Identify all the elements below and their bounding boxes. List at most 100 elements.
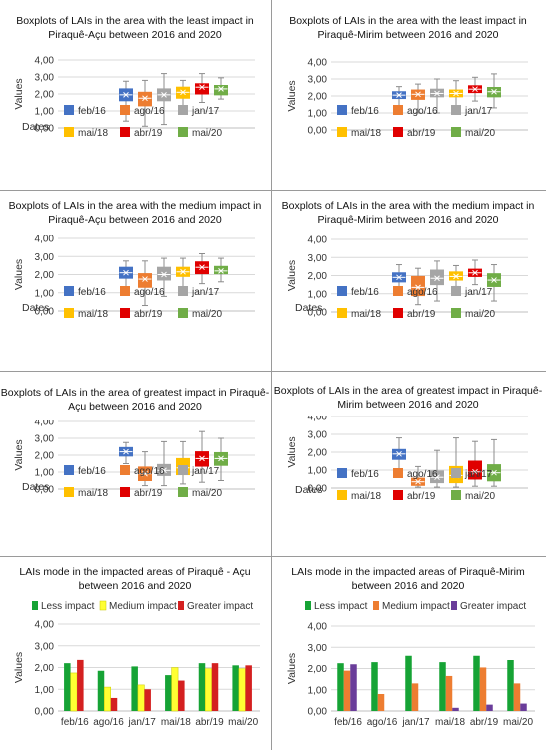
legend-swatch: [305, 601, 311, 610]
bar-medium-impact: [479, 667, 487, 711]
mean-marker: [415, 284, 421, 291]
y-tick-label: 0,00: [35, 307, 55, 318]
bar-greater-impact: [520, 703, 527, 711]
mean-marker: [453, 90, 459, 97]
mean-marker: [142, 95, 148, 102]
legend-swatch: [451, 308, 461, 318]
box-body: [157, 266, 171, 281]
box-ago-16: [138, 260, 152, 307]
chart-svg: 0,00 1,00 2,00 3,00 4,00 Values Dates feb/16 ago…: [286, 235, 528, 320]
mean-marker: [199, 264, 205, 271]
box-mai-18: [176, 257, 190, 290]
bar-medium-impact: [411, 683, 419, 711]
x-tick-label: feb/16: [334, 717, 362, 728]
mean-marker: [396, 274, 402, 281]
mean-marker: [396, 92, 402, 99]
chart-title: Boxplots of LAIs in the area with the le…: [289, 15, 527, 41]
box-abr-19: [195, 253, 209, 285]
mean-marker: [491, 277, 497, 283]
legend-label: ago/16: [407, 287, 438, 298]
mean-marker: [180, 268, 186, 275]
legend-label: Greater impact: [187, 601, 253, 612]
y-tick-label: 0,00: [308, 707, 328, 718]
bar-less-impact: [165, 675, 172, 711]
panel-divider-row-3: [0, 556, 546, 557]
mean-marker: [472, 269, 478, 276]
bar-panel-mode-piraque-mirim: LAIs mode in the impacted areas of Piraq…: [273, 557, 543, 750]
x-tick-label: jan/17: [401, 717, 430, 728]
box-mai-20: [214, 77, 228, 100]
chart-title: Boxplots of LAIs in the area of greatest…: [273, 385, 543, 411]
legend-label: feb/16: [78, 466, 106, 477]
y-tick-label: 1,00: [35, 288, 55, 299]
mean-marker: [218, 455, 224, 462]
y-tick-label: 1,00: [308, 466, 328, 477]
y-axis-label: Values: [13, 652, 25, 683]
legend-swatch: [337, 468, 347, 478]
bar-medium-impact: [70, 672, 78, 712]
mean-marker: [199, 455, 205, 462]
box-jan-17: [430, 78, 444, 114]
box-mai-20: [487, 73, 501, 109]
box-ago-16: [138, 451, 152, 487]
bar-less-impact: [473, 655, 480, 711]
legend-swatch: [451, 490, 461, 500]
y-axis-label: Values: [286, 436, 298, 467]
legend-swatch: [337, 286, 347, 296]
legend-title: Dates: [295, 484, 322, 496]
box-body: [411, 275, 425, 297]
y-tick-label: 3,00: [35, 73, 55, 84]
legend-swatch: [99, 600, 107, 611]
legend-swatch: [373, 601, 379, 610]
boxplot-panel-least-impact-piraque-acu: Boxplots of LAIs in the area with the le…: [0, 0, 270, 190]
mean-marker: [161, 467, 167, 474]
y-tick-label: 1,00: [35, 107, 55, 118]
box-jan-17: [430, 449, 444, 488]
box-abr-19: [195, 430, 209, 483]
legend-label: jan/17: [464, 469, 493, 480]
legend-label: abr/19: [134, 488, 163, 499]
chart-title: Boxplots of LAIs in the area with the me…: [281, 200, 535, 226]
legend-label: Greater impact: [460, 601, 526, 612]
y-tick-label: 1,00: [35, 685, 55, 696]
mean-marker: [142, 276, 148, 282]
legend-swatch: [337, 308, 347, 318]
y-tick-label: 1,00: [308, 109, 328, 120]
mean-marker: [218, 86, 224, 92]
legend-label: feb/16: [351, 469, 379, 480]
bar-panel-mode-piraque-acu: LAIs mode in the impacted areas of Piraq…: [0, 557, 270, 750]
legend-swatch: [178, 487, 188, 497]
legend-swatch: [393, 286, 403, 296]
mean-marker: [180, 89, 186, 96]
box-jan-17: [157, 440, 171, 487]
legend-label: abr/19: [407, 491, 436, 502]
bar-less-impact: [507, 660, 514, 711]
box-feb-16: [119, 80, 133, 122]
legend-label: jan/17: [191, 287, 220, 298]
legend-label: mai/20: [192, 488, 222, 499]
y-tick-label: 0,00: [35, 124, 55, 135]
bar-medium-impact: [343, 670, 351, 711]
legend-swatch: [337, 490, 347, 500]
y-tick-label: 1,00: [35, 468, 55, 479]
mean-marker: [472, 86, 478, 93]
x-tick-label: mai/20: [503, 717, 533, 728]
legend-swatch: [451, 468, 461, 478]
bar-medium-impact: [377, 694, 385, 711]
box-ago-16: [411, 267, 425, 306]
x-tick-label: abr/19: [470, 717, 499, 728]
bar-less-impact: [439, 662, 446, 711]
legend-swatch: [337, 127, 347, 137]
y-tick-label: 3,00: [308, 643, 328, 654]
x-tick-label: ago/16: [93, 717, 124, 728]
box-ago-16: [411, 465, 425, 488]
y-tick-label: 0,00: [308, 308, 328, 319]
bar-less-impact: [198, 663, 206, 711]
box-abr-19: [468, 259, 482, 286]
legend-swatch: [393, 308, 403, 318]
legend-swatch: [451, 105, 461, 115]
mean-marker: [491, 88, 497, 95]
y-tick-label: 3,00: [35, 641, 55, 652]
y-axis-label: Values: [286, 80, 298, 111]
x-tick-label: mai/18: [161, 717, 191, 728]
